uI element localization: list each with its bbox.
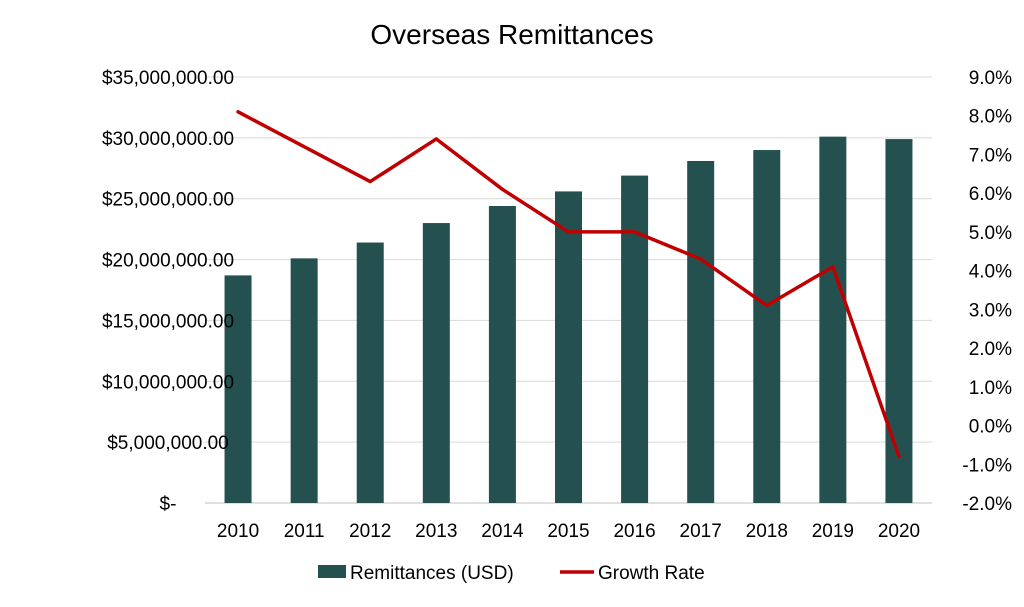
right-axis-tick-label: 2.0% bbox=[969, 339, 1012, 360]
bar bbox=[356, 242, 384, 503]
bar-series bbox=[224, 136, 913, 504]
right-axis-tick-label: -2.0% bbox=[962, 494, 1012, 515]
right-axis-tick-label: -1.0% bbox=[962, 455, 1012, 476]
right-axis-tick-label: 8.0% bbox=[969, 107, 1012, 128]
left-axis-tick-label: $20,000,000.00 bbox=[102, 251, 234, 272]
left-axis-tick-label: $35,000,000.00 bbox=[102, 68, 234, 89]
legend-swatch-remittances bbox=[318, 565, 346, 578]
right-axis-tick-label: 6.0% bbox=[969, 184, 1012, 205]
bar bbox=[422, 223, 450, 504]
left-axis-tick-label: $- bbox=[160, 494, 177, 515]
right-axis: -2.0% -1.0% 0.0% 1.0% 2.0% 3.0% 4.0% 5.0% 6.0% 7.… bbox=[962, 68, 1012, 515]
left-axis-tick-label: $15,000,000.00 bbox=[102, 311, 234, 332]
right-axis-tick-label: 5.0% bbox=[969, 223, 1012, 244]
chart-title: Overseas Remittances bbox=[370, 19, 653, 50]
right-axis-tick-label: 3.0% bbox=[969, 300, 1012, 321]
legend: Remittances (USD) Growth Rate bbox=[318, 563, 705, 584]
bar bbox=[555, 191, 582, 503]
line-series bbox=[236, 110, 901, 459]
left-axis-tick-label: $10,000,000.00 bbox=[102, 372, 234, 393]
x-axis-tick-label: 2015 bbox=[547, 521, 589, 542]
x-axis-tick-label: 2013 bbox=[415, 521, 457, 542]
x-axis-tick-label: 2014 bbox=[481, 521, 524, 542]
right-axis-tick-label: 9.0% bbox=[969, 68, 1012, 89]
right-axis-tick-label: 4.0% bbox=[969, 262, 1012, 283]
x-axis-tick-label: 2018 bbox=[746, 521, 788, 542]
bar bbox=[224, 275, 252, 503]
x-axis-tick-label: 2019 bbox=[812, 521, 854, 542]
bar bbox=[621, 175, 649, 504]
bar bbox=[290, 258, 318, 503]
right-axis-tick-label: 0.0% bbox=[969, 417, 1012, 438]
bar bbox=[488, 206, 516, 503]
bar bbox=[753, 150, 781, 503]
left-axis: $- $5,000,000.00 $10,000,000.00 $15,000,000… bbox=[102, 68, 234, 515]
x-axis-tick-label: 2010 bbox=[217, 521, 259, 542]
bar bbox=[819, 136, 847, 503]
x-axis-tick-label: 2011 bbox=[284, 521, 325, 542]
x-axis-tick-label: 2017 bbox=[680, 521, 722, 542]
left-axis-tick-label: $25,000,000.00 bbox=[102, 190, 234, 211]
bar bbox=[687, 160, 715, 504]
legend-label-remittances: Remittances (USD) bbox=[350, 563, 514, 584]
x-axis: 2010 2011 2012 2013 2014 2015 2016 2017 2018 2019… bbox=[217, 521, 920, 542]
x-axis-tick-label: 2020 bbox=[878, 521, 920, 542]
legend-label-growth-rate: Growth Rate bbox=[598, 563, 705, 584]
x-axis-tick-label: 2016 bbox=[613, 521, 655, 542]
left-axis-tick-label: $30,000,000.00 bbox=[102, 129, 234, 150]
right-axis-tick-label: 1.0% bbox=[969, 378, 1012, 399]
right-axis-tick-label: 7.0% bbox=[969, 145, 1012, 166]
x-axis-tick-label: 2012 bbox=[349, 521, 391, 542]
growth-rate-line bbox=[236, 110, 901, 459]
left-axis-tick-label: $5,000,000.00 bbox=[107, 433, 229, 454]
bar bbox=[885, 139, 913, 503]
